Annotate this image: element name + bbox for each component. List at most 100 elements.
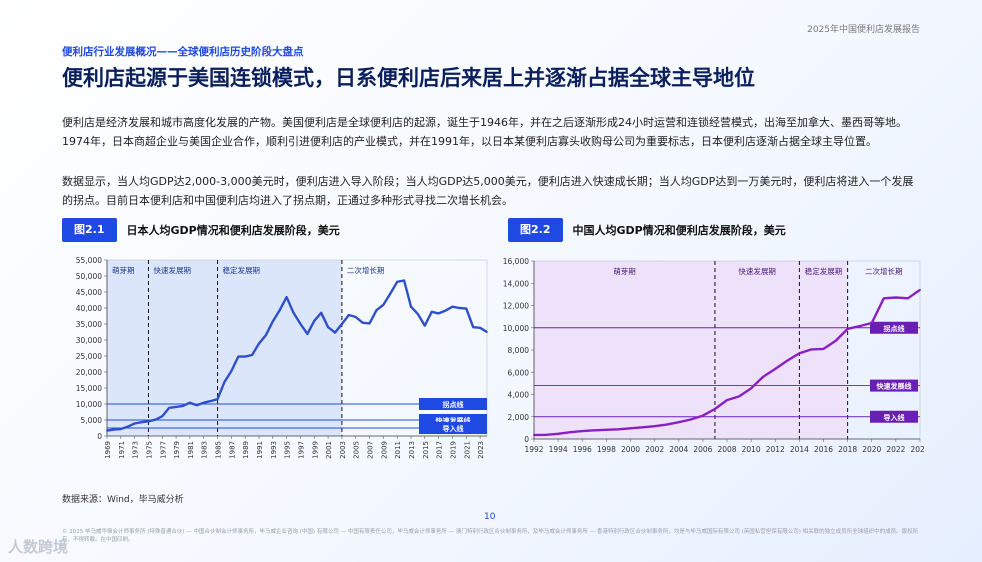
stage-label: 稳定发展期 [223, 265, 261, 275]
figure-header-japan: 图2.1 日本人均GDP情况和便利店发展阶段，美元 [62, 218, 340, 242]
gdp-data-point [750, 387, 753, 390]
data-source: 数据来源：Wind，毕马威分析 [62, 495, 184, 505]
stage-label: 快速发展期 [738, 266, 776, 276]
gdp-data-point [605, 428, 608, 431]
x-tick-label: 2022 [886, 445, 905, 454]
x-tick-label: 1999 [311, 441, 319, 459]
gdp-data-point [557, 432, 560, 435]
section-kicker: 便利店行业发展概况——全球便利店历史阶段大盘点 [62, 46, 304, 58]
gdp-data-point [154, 418, 157, 421]
x-tick-label: 2005 [353, 441, 361, 459]
y-tick-label: 55,000 [76, 256, 102, 265]
y-tick-label: 6,000 [508, 368, 530, 377]
x-tick-label: 2000 [621, 445, 640, 454]
gdp-data-point [341, 323, 343, 325]
stage-background [534, 261, 848, 439]
threshold-label: 拐点线 [884, 324, 905, 333]
x-tick-label: 2016 [814, 445, 833, 454]
stage-background [107, 260, 342, 436]
gdp-data-point [822, 347, 825, 350]
x-tick-label: 2014 [790, 445, 809, 454]
y-tick-label: 5,000 [81, 416, 103, 425]
gdp-data-point [774, 368, 777, 370]
gdp-data-point [665, 423, 668, 426]
x-tick-label: 1997 [297, 441, 305, 459]
x-tick-label: 1971 [118, 441, 126, 459]
gdp-data-point [486, 331, 488, 333]
y-tick-label: 0 [97, 432, 102, 441]
y-tick-label: 0 [524, 435, 529, 444]
threshold-label: 快速发展线 [877, 382, 912, 391]
gdp-data-point [195, 404, 198, 407]
threshold-label: 导入线 [884, 413, 905, 422]
page-headline: 便利店起源于美国连锁模式，日系便利店后来居上并逐渐占据全球主导地位 [62, 66, 755, 90]
gdp-data-point [834, 339, 837, 342]
gdp-data-point [894, 296, 897, 299]
x-tick-label: 1996 [573, 445, 592, 454]
gdp-data-point [251, 354, 253, 356]
figure-tag: 图2.2 [508, 218, 563, 242]
gdp-data-point [223, 381, 226, 383]
gdp-data-point [389, 292, 392, 295]
stage-label: 萌芽期 [613, 266, 636, 276]
x-tick-label: 2006 [693, 445, 712, 454]
y-tick-label: 45,000 [76, 288, 102, 297]
gdp-data-point [653, 425, 656, 428]
gdp-data-point [189, 401, 191, 404]
gdp-data-point [472, 326, 475, 329]
gdp-data-point [714, 408, 716, 410]
gdp-data-point [285, 296, 288, 299]
y-tick-label: 15,000 [76, 384, 102, 393]
figure-title: 中国人均GDP情况和便利店发展阶段，美元 [572, 224, 786, 237]
gdp-series-line [106, 279, 488, 432]
gdp-data-point [423, 324, 426, 327]
threshold-label: 拐点线 [443, 400, 464, 409]
gdp-data-point [382, 303, 385, 306]
gdp-data-point [410, 305, 412, 308]
gdp-data-point [161, 415, 164, 418]
legal-footer: © 2025 毕马威华振会计师事务所 (特殊普通合伙) — 中国合伙制会计师事务… [62, 529, 919, 543]
x-tick-label: 2023 [477, 441, 485, 459]
x-tick-label: 1998 [597, 445, 616, 454]
gdp-data-point [230, 370, 233, 372]
x-tick-label: 1993 [270, 441, 278, 459]
gdp-data-point [738, 395, 740, 398]
x-tick-label: 1991 [256, 441, 264, 459]
gdp-data-point [299, 323, 302, 325]
gdp-data-point [126, 425, 129, 428]
y-tick-label: 20,000 [76, 368, 102, 377]
gdp-data-point [430, 310, 433, 313]
x-tick-label: 1975 [145, 441, 153, 459]
gdp-data-point [479, 326, 481, 329]
x-tick-label: 1989 [242, 441, 250, 459]
gdp-data-point [701, 414, 704, 417]
gdp-data-point [133, 422, 136, 425]
stage-label: 二次增长期 [347, 265, 385, 275]
gdp-data-point [292, 311, 295, 314]
y-tick-label: 4,000 [508, 391, 530, 400]
gdp-data-point [641, 426, 644, 429]
x-tick-label: 2001 [325, 441, 333, 459]
gdp-data-point [113, 428, 115, 431]
y-tick-label: 30,000 [76, 336, 102, 345]
y-tick-label: 12,000 [503, 302, 529, 311]
x-tick-label: 2013 [408, 441, 416, 459]
x-tick-label: 2018 [838, 445, 857, 454]
gdp-data-point [216, 398, 219, 401]
x-tick-label: 2002 [645, 445, 664, 454]
gdp-data-point [175, 405, 177, 408]
gdp-data-point [237, 355, 240, 358]
intro-paragraph: 便利店是经济发展和城市高度化发展的产物。美国便利店是全球便利店的起源，诞生于19… [62, 116, 907, 148]
y-tick-label: 14,000 [503, 279, 529, 288]
gdp-data-point [306, 333, 309, 335]
gdp-data-point [347, 314, 350, 316]
x-tick-label: 1985 [215, 441, 223, 459]
gdp-data-point [168, 406, 171, 409]
figure-title: 日本人均GDP情况和便利店发展阶段，美元 [126, 224, 340, 237]
gdp-data-point [202, 401, 205, 404]
data-paragraph: 数据显示，当人均GDP达2,000-3,000美元时，便利店进入导入阶段；当人均… [62, 175, 914, 207]
stage-label: 二次增长期 [865, 266, 903, 276]
threshold-tag [870, 321, 918, 334]
